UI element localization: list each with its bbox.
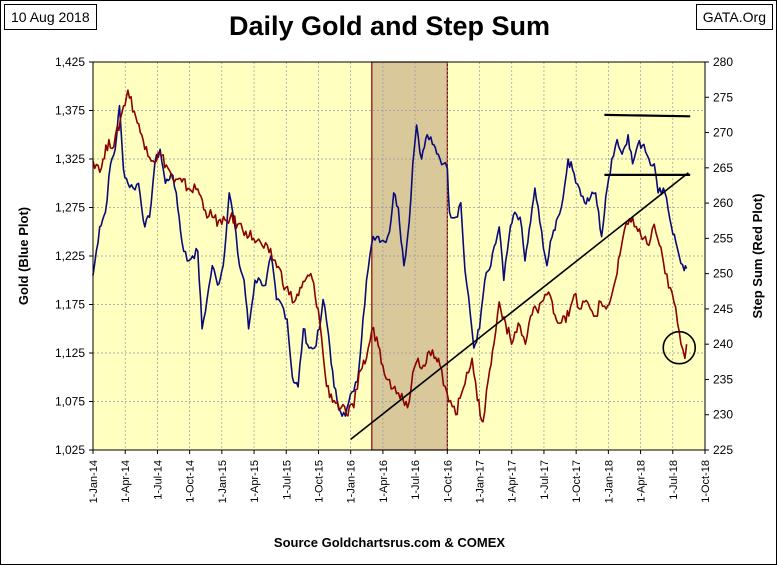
x-tick-label: 1-Jul-17 <box>539 460 551 500</box>
x-tick-label: 1-Apr-16 <box>378 460 390 503</box>
right-tick-label: 260 <box>713 196 733 210</box>
annotation-line <box>350 172 689 441</box>
right-tick-label: 265 <box>713 161 733 175</box>
left-axis: 1,025 1,075 1,125 1,175 1,225 1,275 1,325 1,375… <box>55 55 93 457</box>
left-tick-label: 1,225 <box>55 249 85 263</box>
x-tick-label: 1-Oct-16 <box>442 460 454 503</box>
right-tick-label: 250 <box>713 267 733 281</box>
left-axis-label: Gold (Blue Plot) <box>16 207 31 305</box>
series-step-sum <box>92 89 688 423</box>
x-tick-label: 1-Jul-18 <box>668 460 680 500</box>
left-tick-label: 1,325 <box>55 152 85 166</box>
annotation-line <box>604 113 691 118</box>
series-gold <box>92 104 688 417</box>
left-tick-label: 1,175 <box>55 298 85 312</box>
x-tick-label: 1-Jul-16 <box>410 460 422 500</box>
x-tick-label: 1-Oct-17 <box>571 460 583 503</box>
right-axis: 225 230 235 240 245 250 255 260 265 270 275 280 <box>705 55 733 457</box>
x-tick-label: 1-Apr-18 <box>636 460 648 503</box>
right-axis-label: Step Sum (Red Plot) <box>750 194 765 319</box>
x-tick-label: 1-Jul-14 <box>152 460 164 500</box>
x-tick-label: 1-Jan-14 <box>88 460 100 503</box>
series-line <box>92 89 688 423</box>
x-tick-label: 1-Oct-15 <box>313 460 325 503</box>
series-line <box>92 104 688 417</box>
right-tick-label: 230 <box>713 408 733 422</box>
right-tick-label: 245 <box>713 302 733 316</box>
x-tick-label: 1-Jul-15 <box>281 460 293 500</box>
x-tick-label: 1-Oct-18 <box>700 460 712 503</box>
chart-source-footer: Source Goldchartsrus.com & COMEX <box>273 535 506 550</box>
x-tick-label: 1-Jan-17 <box>475 460 487 503</box>
x-tick-label: 1-Jan-18 <box>603 460 615 503</box>
annotation-layer <box>350 113 697 441</box>
left-tick-label: 1,075 <box>55 395 85 409</box>
left-tick-label: 1,425 <box>55 55 85 69</box>
right-tick-label: 255 <box>713 231 733 245</box>
x-axis: 1-Jan-14 1-Apr-14 1-Jul-14 1-Oct-14 1-Jan-15… <box>88 450 712 503</box>
annotation-circle <box>662 330 697 365</box>
date-label: 10 Aug 2018 <box>4 4 97 30</box>
left-tick-label: 1,125 <box>55 346 85 360</box>
right-tick-label: 225 <box>713 443 733 457</box>
left-tick-label: 1,275 <box>55 201 85 215</box>
left-tick-label: 1,375 <box>55 104 85 118</box>
source-tag: GATA.Org <box>695 4 773 30</box>
x-tick-label: 1-Jan-16 <box>346 460 358 503</box>
x-tick-label: 1-Apr-14 <box>120 460 132 503</box>
x-tick-label: 1-Oct-14 <box>185 460 197 503</box>
series-layer <box>92 89 688 423</box>
x-tick-label: 1-Apr-15 <box>249 460 261 503</box>
x-tick-label: 1-Jan-15 <box>217 460 229 503</box>
right-tick-label: 275 <box>713 90 733 104</box>
right-tick-label: 235 <box>713 372 733 386</box>
left-tick-label: 1,025 <box>55 443 85 457</box>
right-tick-label: 270 <box>713 126 733 140</box>
x-tick-label: 1-Apr-17 <box>507 460 519 503</box>
chart-title: Daily Gold and Step Sum <box>228 11 551 41</box>
right-tick-label: 280 <box>713 55 733 69</box>
right-tick-label: 240 <box>713 337 733 351</box>
